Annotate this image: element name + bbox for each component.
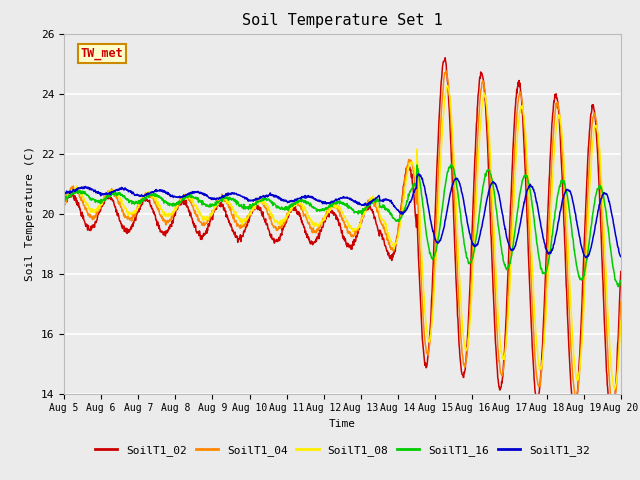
SoilT1_02 [184, 204, 191, 209]
SoilT1_16 [429, 257, 436, 263]
SoilT1_02 [429, 271, 436, 277]
SoilT1_16 [617, 278, 625, 284]
SoilT1_02 [551, 92, 559, 97]
Legend: SoilT1_02, SoilT1_04, SoilT1_08, SoilT1_16, SoilT1_32: SoilT1_02, SoilT1_04, SoilT1_08, SoilT1_… [90, 440, 595, 460]
Title: Soil Temperature Set 1: Soil Temperature Set 1 [242, 13, 443, 28]
SoilT1_02 [502, 319, 509, 325]
SoilT1_02 [617, 269, 625, 275]
SoilT1_32 [551, 236, 559, 241]
SoilT1_04 [184, 193, 191, 199]
SoilT1_16 [551, 209, 559, 215]
SoilT1_32 [184, 192, 191, 198]
SoilT1_16 [502, 264, 509, 270]
SoilT1_32 [60, 189, 68, 195]
Line: SoilT1_08: SoilT1_08 [64, 86, 621, 390]
SoilT1_08 [611, 387, 618, 393]
SoilT1_04 [502, 337, 509, 343]
SoilT1_08 [617, 318, 625, 324]
Line: SoilT1_32: SoilT1_32 [64, 174, 621, 258]
SoilT1_16 [170, 203, 178, 208]
SoilT1_02 [607, 422, 615, 428]
SoilT1_32 [617, 254, 625, 260]
SoilT1_04 [443, 68, 451, 74]
SoilT1_04 [429, 299, 436, 304]
SoilT1_32 [415, 171, 422, 177]
Y-axis label: Soil Temperature (C): Soil Temperature (C) [25, 146, 35, 281]
SoilT1_04 [170, 209, 178, 215]
SoilT1_32 [502, 230, 509, 236]
SoilT1_08 [551, 138, 559, 144]
SoilT1_08 [502, 341, 509, 347]
SoilT1_02 [442, 55, 449, 60]
SoilT1_04 [609, 404, 616, 410]
SoilT1_32 [582, 255, 590, 261]
SoilT1_16 [246, 204, 254, 210]
Line: SoilT1_04: SoilT1_04 [64, 71, 621, 407]
SoilT1_02 [246, 212, 254, 218]
SoilT1_04 [551, 111, 559, 117]
SoilT1_08 [170, 208, 178, 214]
SoilT1_04 [60, 203, 68, 208]
SoilT1_08 [444, 83, 451, 89]
SoilT1_02 [170, 213, 178, 219]
Line: SoilT1_16: SoilT1_16 [64, 164, 621, 287]
SoilT1_08 [246, 211, 254, 216]
SoilT1_08 [429, 312, 436, 318]
SoilT1_32 [170, 193, 178, 199]
SoilT1_16 [447, 161, 455, 167]
Line: SoilT1_02: SoilT1_02 [64, 58, 621, 425]
SoilT1_04 [617, 299, 625, 304]
SoilT1_08 [60, 197, 68, 203]
Text: TW_met: TW_met [81, 48, 124, 60]
SoilT1_04 [246, 209, 254, 215]
SoilT1_16 [615, 284, 623, 289]
SoilT1_02 [60, 200, 68, 206]
X-axis label: Time: Time [329, 419, 356, 429]
SoilT1_16 [60, 197, 68, 203]
SoilT1_32 [429, 228, 437, 234]
SoilT1_08 [184, 195, 191, 201]
SoilT1_16 [184, 194, 191, 200]
SoilT1_32 [246, 197, 254, 203]
